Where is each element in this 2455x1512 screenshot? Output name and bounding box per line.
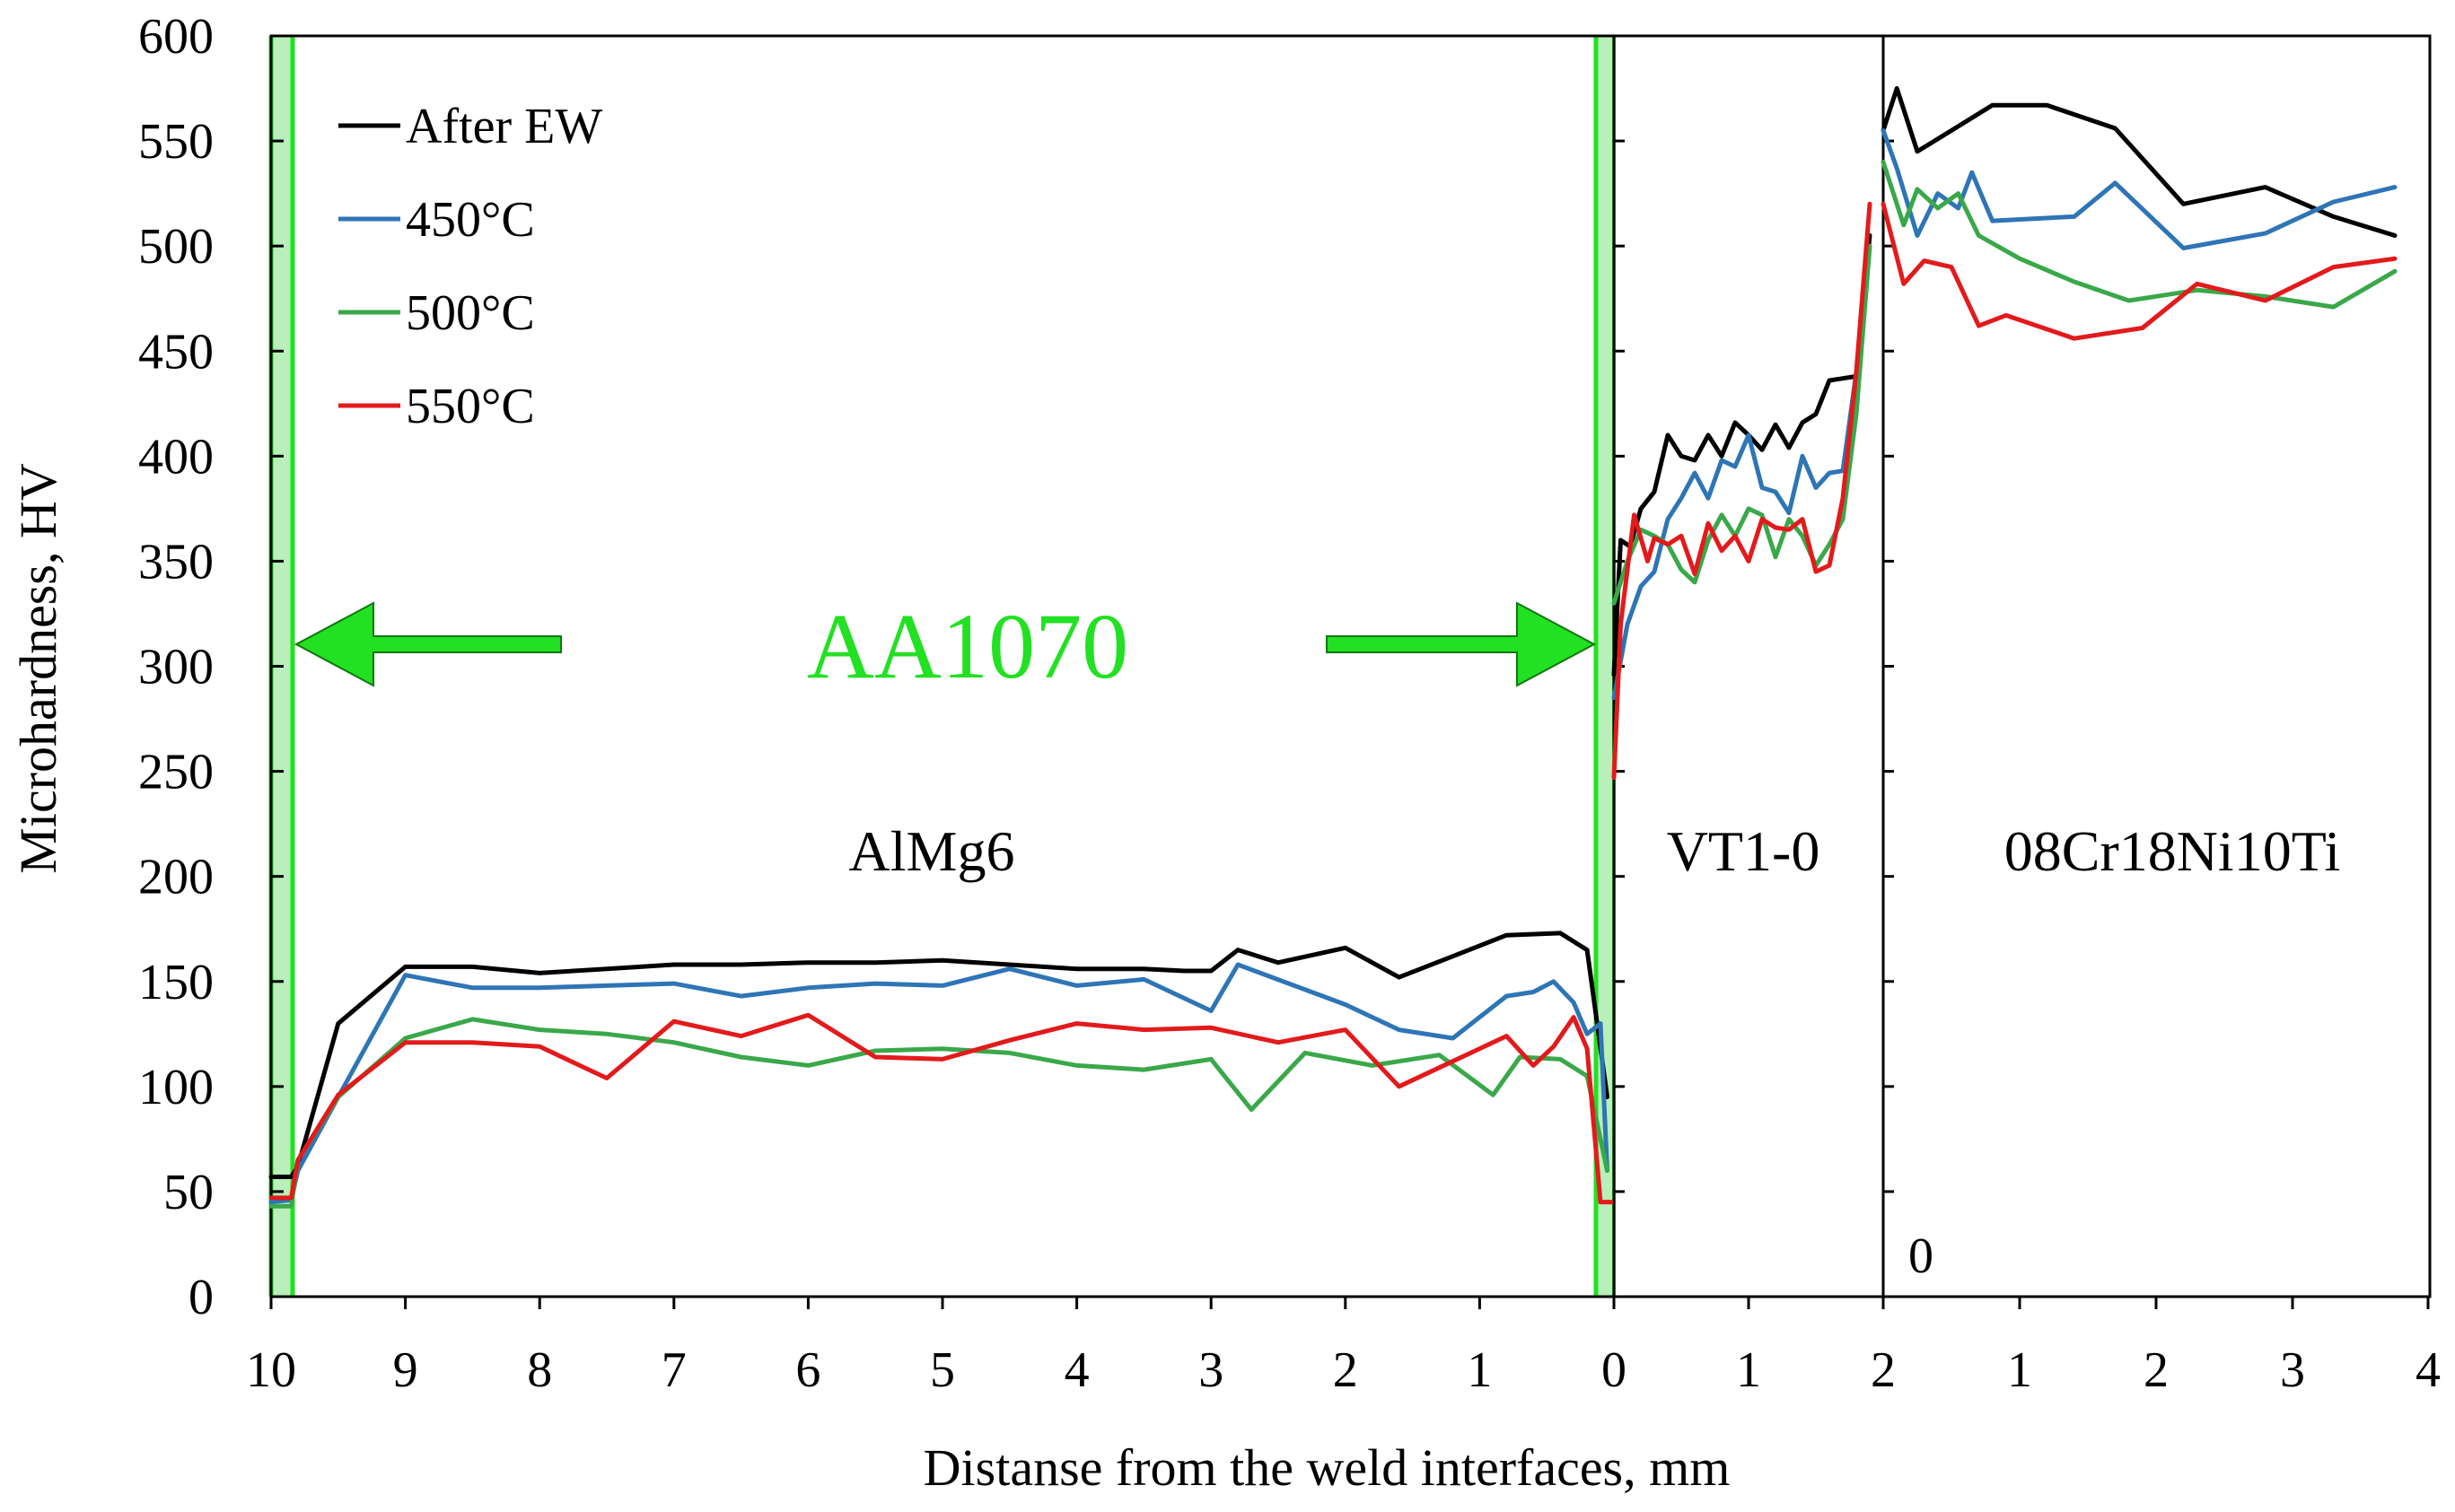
region-label-almg6: AlMg6 <box>849 819 1015 883</box>
y-tick-label: 150 <box>138 955 214 1010</box>
y-tick-label: 500 <box>138 219 214 275</box>
x-tick-label: 9 <box>393 1342 418 1398</box>
y-tick-label: 550 <box>138 114 214 170</box>
inner-y-ticks <box>1614 139 1894 1193</box>
x-tick-label: 2 <box>2144 1342 2169 1398</box>
y-tick-label: 300 <box>138 640 214 695</box>
interlayer-label: AA1070 <box>807 595 1128 698</box>
y-tick-label: 0 <box>189 1270 214 1325</box>
x-axis-title: Distanse from the weld interfaces, mm <box>924 1438 1731 1497</box>
interlayer-band-right <box>1596 36 1614 1297</box>
y-tick-label: 600 <box>138 9 214 65</box>
y-tick-label: 350 <box>138 534 214 590</box>
x-tick-label: 4 <box>1065 1342 1090 1398</box>
x-tick-label: 2 <box>1333 1342 1358 1398</box>
x-tick-label: 6 <box>795 1342 820 1398</box>
series-line-t550-steel <box>1881 201 2398 341</box>
x-tick-label: 7 <box>662 1342 687 1398</box>
legend-label: 500°C <box>406 285 535 341</box>
region-label-vt1: VT1-0 <box>1667 819 1820 883</box>
x-tick-label: 8 <box>527 1342 552 1398</box>
legend-label: After EW <box>406 99 602 154</box>
series-line-after_ew-steel <box>1881 86 2398 238</box>
series-line-t500-almg6 <box>268 1017 1609 1209</box>
series-line-after_ew-almg6 <box>268 931 1609 1179</box>
x-tick-label: 0 <box>1601 1342 1626 1398</box>
series-layer <box>268 86 2398 1209</box>
legend-label: 450°C <box>406 192 535 248</box>
y-axis: 0 50 100 150 200 250 300 350 400 450 500 550 600 <box>138 9 284 1325</box>
arrow-left-icon <box>294 601 562 687</box>
y-tick-label: 50 <box>163 1165 214 1220</box>
x-axis: 10 9 8 7 6 5 4 3 2 1 0 1 2 1 2 3 4 <box>246 1297 2441 1398</box>
plot-frame <box>269 34 2432 1298</box>
series-line-t450-vt1 <box>1611 243 1872 701</box>
x-tick-label: 3 <box>2280 1342 2305 1398</box>
series-line-t550-vt1 <box>1611 201 1872 781</box>
x-tick-label: 1 <box>1736 1342 1761 1398</box>
y-axis-title: Microhardness, HV <box>9 463 67 874</box>
region-label-steel: 08Cr18Ni10Ti <box>2004 819 2341 883</box>
arrow-right-icon <box>1326 601 1597 687</box>
x-tick-label: 3 <box>1198 1342 1223 1398</box>
x-tick-label: 5 <box>930 1342 955 1398</box>
x-tick-label: 1 <box>1467 1342 1492 1398</box>
legend-label: 550°C <box>406 379 535 434</box>
series-line-t450-almg6 <box>268 962 1609 1205</box>
x-tick-label: 1 <box>2007 1342 2032 1398</box>
series-line-after_ew-vt1 <box>1611 233 1872 677</box>
series-line-t550-almg6 <box>268 1012 1614 1205</box>
y-tick-label: 200 <box>138 850 214 905</box>
y-tick-label: 250 <box>138 745 214 800</box>
legend: After EW 450°C 500°C 550°C <box>338 99 602 434</box>
series-line-t450-steel <box>1881 127 2398 250</box>
y-tick-label: 400 <box>138 429 214 485</box>
y-tick-label: 100 <box>138 1060 214 1115</box>
x-tick-label: 10 <box>246 1342 296 1398</box>
inner-zero-label: 0 <box>1908 1228 1933 1284</box>
series-line-t500-steel <box>1881 160 2398 310</box>
y-tick-label: 450 <box>138 324 214 380</box>
x-tick-label: 4 <box>2416 1342 2441 1398</box>
x-tick-label: 2 <box>1871 1342 1896 1398</box>
